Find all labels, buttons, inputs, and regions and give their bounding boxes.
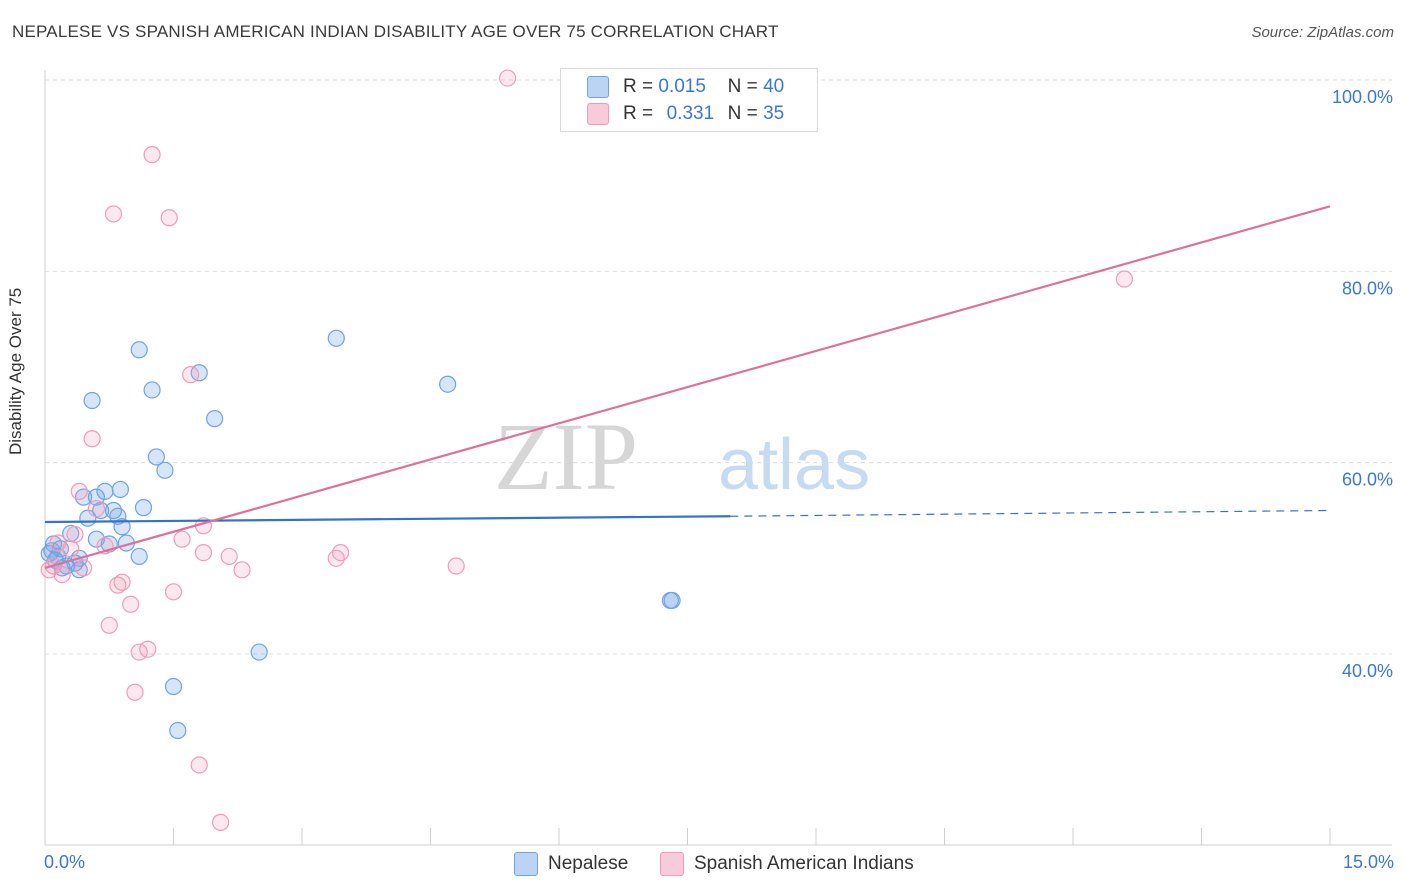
chart-title: NEPALESE VS SPANISH AMERICAN INDIAN DISA… <box>12 22 779 41</box>
n-label: N = <box>727 103 758 124</box>
spanish-point <box>212 813 230 831</box>
spanish-point <box>1115 270 1134 288</box>
legend-row-spanish: R = 0.331 N = 35 <box>587 102 784 126</box>
y-tick-label: 100.0% <box>1332 87 1393 107</box>
x-tick-label-min: 0.0% <box>44 852 86 872</box>
y-tick-label: 80.0% <box>1342 278 1393 298</box>
spanish-point <box>182 366 200 384</box>
spanish-trend-line <box>44 205 1331 569</box>
y-axis-label: Disability Age Over 75 <box>6 287 25 455</box>
nepalese-point <box>206 410 224 428</box>
nepalese-point <box>169 721 187 740</box>
watermark-zip: ZIP <box>494 403 638 510</box>
nepalese-point <box>87 530 106 548</box>
bottom-legend-spanish: Spanish American Indians <box>660 852 914 876</box>
nepalese-trend-extension <box>730 509 1331 517</box>
series-nepalese <box>40 329 681 740</box>
spanish-point <box>62 540 80 558</box>
r-value: 0.331 <box>666 103 715 124</box>
spanish-point <box>499 69 517 87</box>
axes <box>44 70 1392 846</box>
nepalese-point <box>439 375 457 393</box>
spanish-point <box>190 756 208 774</box>
nepalese-trend-line <box>44 515 731 524</box>
spanish-point <box>173 530 191 548</box>
spanish-point <box>74 559 93 577</box>
n-value: 40 <box>763 76 785 97</box>
spanish-point <box>331 543 350 562</box>
r-label: R = <box>623 76 654 97</box>
nepalese-point <box>327 329 345 347</box>
spanish-point <box>53 565 71 584</box>
nepalese-legend-swatch <box>514 852 538 876</box>
n-value: 35 <box>763 103 785 124</box>
spanish-point <box>87 499 106 518</box>
spanish-point <box>126 683 144 701</box>
y-tick-label: 60.0% <box>1342 470 1393 490</box>
spanish-point <box>447 557 465 575</box>
nepalese-point <box>663 591 681 610</box>
nepalese-point <box>164 677 183 696</box>
nepalese-point <box>130 341 148 359</box>
nepalese-point <box>250 643 268 661</box>
watermark: ZIP atlas <box>494 403 870 510</box>
spanish-legend-swatch <box>660 852 684 876</box>
spanish-swatch <box>587 103 609 125</box>
nepalese-point <box>111 480 129 499</box>
nepalese-point <box>134 499 153 517</box>
x-tick-label-max: 15.0% <box>1342 852 1394 872</box>
spanish-point <box>139 640 157 658</box>
watermark-atlas: atlas <box>718 425 870 505</box>
spanish-point <box>104 205 123 223</box>
legend-row-nepalese: R = 0.015 N = 40 <box>587 75 784 99</box>
nepalese-swatch <box>587 76 609 98</box>
series-spanish-american-indians <box>40 69 1134 831</box>
correlation-legend: R = 0.015 N = 40 R = 0.331 N = 35 <box>560 68 818 132</box>
nepalese-point <box>143 381 161 399</box>
nepalese-point <box>83 391 101 410</box>
spanish-point <box>70 482 88 500</box>
y-tick-label: 40.0% <box>1342 661 1393 681</box>
spanish-point <box>220 547 238 566</box>
nepalese-point <box>113 518 131 536</box>
spanish-point <box>83 430 101 448</box>
spanish-point <box>66 525 84 544</box>
spanish-point <box>122 595 140 613</box>
source-label: Source: ZipAtlas.com <box>1251 24 1394 41</box>
spanish-point <box>164 583 183 601</box>
r-label: R = <box>623 103 654 124</box>
spanish-point <box>113 573 131 591</box>
spanish-point <box>100 616 118 634</box>
nepalese-point <box>96 482 114 500</box>
r-value: 0.015 <box>658 76 706 97</box>
n-label: N = <box>727 76 758 97</box>
y-tick-labels: 40.0% 60.0% 80.0% 100.0% <box>1332 87 1393 681</box>
nepalese-point <box>147 448 165 466</box>
nepalese-point <box>130 547 148 566</box>
spanish-point <box>160 209 178 227</box>
grid-lines <box>45 79 1392 655</box>
bottom-legend-nepalese: Nepalese <box>514 852 628 876</box>
spanish-point <box>233 561 251 579</box>
spanish-point <box>143 146 161 164</box>
trend-lines <box>44 205 1331 569</box>
spanish-point <box>194 543 213 562</box>
nepalese-legend-label: Nepalese <box>548 853 629 874</box>
nepalese-point <box>156 461 174 479</box>
spanish-legend-label: Spanish American Indians <box>694 853 914 874</box>
